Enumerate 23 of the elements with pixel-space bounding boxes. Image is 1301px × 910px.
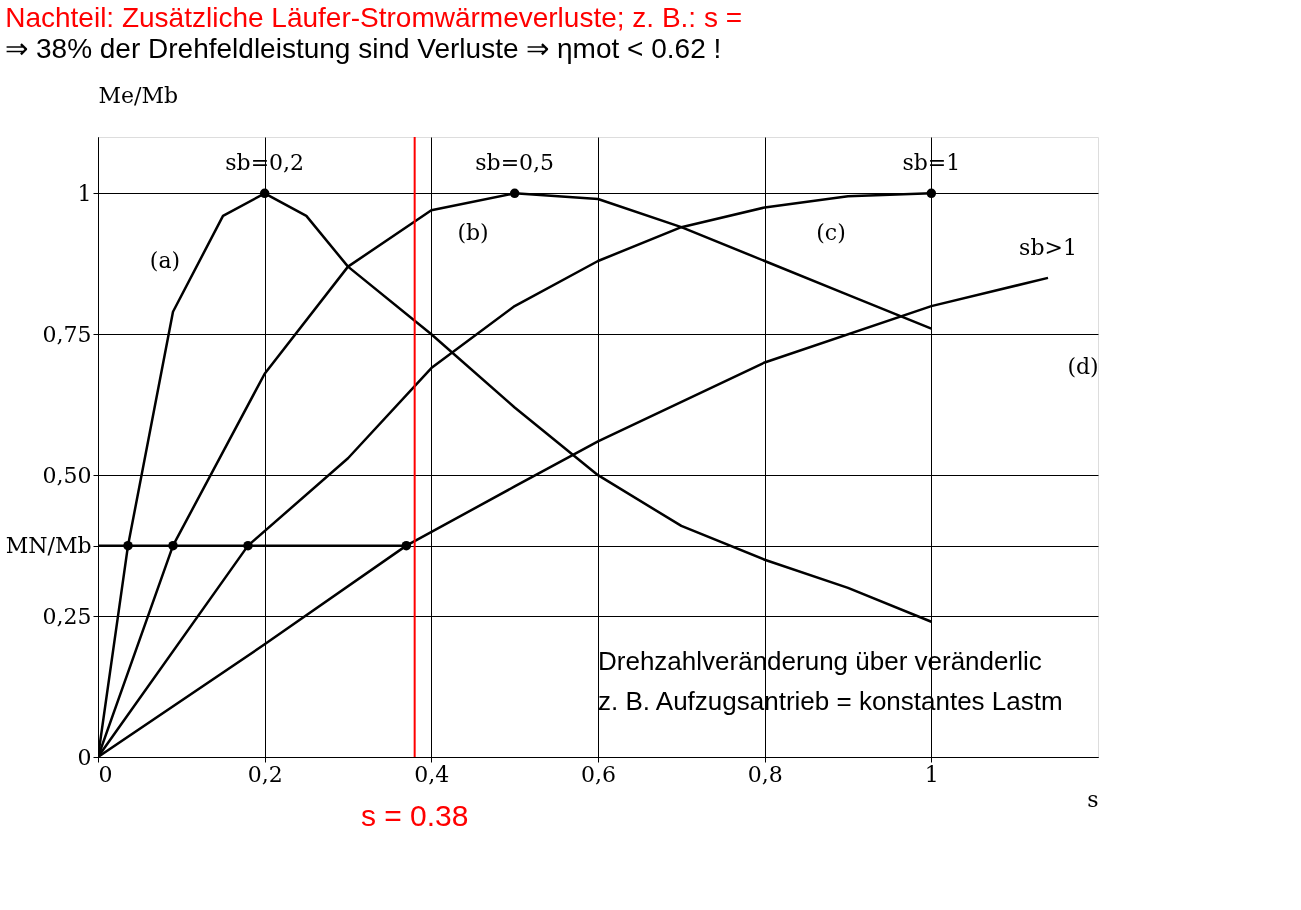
chart-subtitle: ⇒ 38% der Drehfeldleistung sind Verluste ⇒ ηmot < 0.62 ! <box>5 33 722 64</box>
y-tick-label: 0,50 <box>42 462 92 488</box>
y-tick-label: 0,25 <box>42 603 92 629</box>
chart-title: Nachteil: Zusätzliche Läufer-Stromwärmeverluste; z. B.: s = <box>5 2 743 33</box>
x-axis-title: s <box>1087 786 1099 812</box>
annotation: sb>1 <box>1019 234 1077 260</box>
annotation: (a) <box>149 248 181 273</box>
x-tick-label: 1 <box>924 761 939 787</box>
x-tick-label: 0 <box>98 761 113 787</box>
x-tick-label: 0,8 <box>747 761 783 787</box>
annotation: (b) <box>457 220 489 245</box>
x-tick-label: 0,2 <box>247 761 283 787</box>
x-tick-label: 0,4 <box>414 761 450 787</box>
y-tick-label: MN/Mb <box>5 533 92 559</box>
annotation: (c) <box>816 220 846 245</box>
x-tick-label: 0,6 <box>581 761 616 787</box>
y-tick-label: 0 <box>77 744 92 770</box>
y-tick-label: 1 <box>77 180 92 206</box>
annotation: sb=0,5 <box>475 150 555 176</box>
y-tick-label: 0,75 <box>42 321 92 347</box>
annotation: (d) <box>1067 354 1099 379</box>
y-axis-title: Me/Mb <box>98 82 179 108</box>
ref-line-label: s = 0.38 <box>360 799 469 832</box>
